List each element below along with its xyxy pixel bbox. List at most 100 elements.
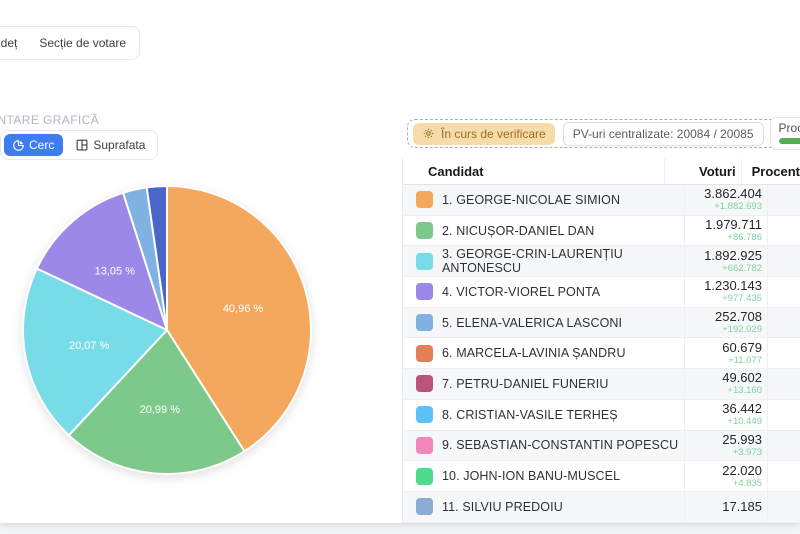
percent-cell (767, 338, 800, 369)
candidate-color-swatch (416, 283, 433, 301)
results-card: Județ Secție de votare REPREZENTARE GRAF… (0, 0, 800, 523)
votes-value: 1.979.711 (705, 217, 762, 233)
percent-cell (767, 307, 800, 338)
pie-slice[interactable] (67, 329, 246, 475)
candidate-row: 1. GEORGE-NICOLAE SIMION 3.862.404 +1.882.… (403, 185, 800, 216)
table-header-row: Candidat Voturi Procent (403, 158, 800, 185)
votes-delta: +4.835 (732, 477, 762, 489)
votes-delta: +10.449 (727, 416, 762, 428)
percent-progress-bar (778, 138, 800, 144)
votes-value: 25.993 (722, 431, 762, 447)
percent-cell (767, 369, 800, 399)
candidate-name: 4. VICTOR-VIOREL PONTA (442, 284, 601, 299)
candidate-row: 11. SILVIU PREDOIU 17.185 (403, 491, 800, 523)
toggle-cerc-label: Cerc (29, 138, 55, 152)
column-header-procent: Procent (740, 158, 800, 184)
votes-delta: +1.882.693 (714, 201, 762, 213)
votes-delta: +11.077 (728, 354, 762, 366)
candidate-color-swatch (416, 314, 433, 332)
percent-cell (767, 399, 800, 430)
candidate-color-swatch (416, 191, 433, 209)
graphic-section-title: REPREZENTARE GRAFICĂ (0, 113, 100, 127)
votes-value: 22.020 (722, 462, 762, 478)
votes-value: 1.892.925 (704, 247, 762, 263)
pie-slice[interactable] (145, 185, 168, 331)
filter-sectie-button[interactable]: Secție de votare (29, 30, 136, 56)
toggle-suprafata-button[interactable]: Suprafata (67, 134, 154, 156)
filter-judet-button[interactable]: Județ (0, 30, 27, 56)
candidate-name: 7. PETRU-DANIEL FUNERIU (442, 376, 609, 391)
chart-type-toggle: Cerc Suprafata (0, 130, 159, 160)
candidate-color-swatch (416, 467, 433, 485)
table-body: 1. GEORGE-NICOLAE SIMION 3.862.404 +1.882.… (403, 185, 800, 523)
candidate-row: 8. CRISTIAN-VASILE TERHEȘ 36.442 +10.449 (403, 399, 800, 431)
candidate-color-swatch (416, 436, 433, 454)
candidate-color-swatch (416, 344, 433, 362)
pie-slice-label: 20,99 % (140, 404, 181, 416)
percent-cell (767, 430, 800, 461)
candidate-color-swatch (416, 252, 433, 270)
column-header-candidat: Candidat (428, 163, 484, 179)
candidate-color-swatch (416, 498, 433, 516)
votes-delta: +662.782 (722, 262, 762, 274)
candidate-name: 9. SEBASTIAN-CONSTANTIN POPESCU (442, 438, 679, 453)
pie-slice-label: 40,96 % (223, 303, 264, 315)
votes-delta: +977.435 (722, 293, 762, 305)
candidate-name: 6. MARCELA-LAVINIA ȘANDRU (442, 346, 626, 361)
candidate-row: 7. PETRU-DANIEL FUNERIU 49.602 +13.160 (403, 369, 800, 400)
candidate-color-swatch (416, 222, 433, 240)
candidate-row: 6. MARCELA-LAVINIA ȘANDRU 60.679 +11.077 (403, 338, 800, 370)
verification-status-label: În curs de verificare (441, 126, 546, 141)
candidate-row: 3. GEORGE-CRIN-LAURENȚIU ANTONESCU 1.892.… (403, 246, 800, 278)
votes-value: 252.708 (715, 309, 762, 325)
candidate-color-swatch (416, 375, 433, 393)
candidate-row: 4. VICTOR-VIOREL PONTA 1.230.143 +977.435 (403, 277, 800, 308)
treemap-icon (76, 139, 88, 151)
candidate-name: 11. SILVIU PREDOIU (442, 499, 563, 514)
percent-cell (767, 215, 800, 246)
percent-label: Procent: 100,00 % (778, 121, 800, 135)
votes-value: 17.185 (722, 498, 762, 514)
votes-value: 60.679 (722, 339, 762, 355)
column-header-voturi: Voturi (663, 158, 741, 184)
candidate-name: 5. ELENA-VALERICA LASCONI (442, 315, 623, 330)
pie-chart-icon (13, 139, 24, 151)
percent-cell (767, 185, 800, 215)
pie-slice-label: 20,07 % (69, 340, 110, 352)
percent-cell (767, 461, 800, 491)
percent-cell (767, 246, 800, 277)
area-filter-group: Județ Secție de votare (0, 26, 141, 60)
votes-value: 36.442 (722, 401, 762, 417)
gear-icon (422, 127, 435, 140)
votes-delta: +192.029 (722, 324, 762, 336)
candidate-name: 1. GEORGE-NICOLAE SIMION (442, 192, 621, 207)
candidate-color-swatch (416, 406, 433, 424)
toggle-suprafata-label: Suprafata (93, 138, 146, 152)
candidate-row: 9. SEBASTIAN-CONSTANTIN POPESCU 25.993 +3.… (403, 430, 800, 462)
candidate-row: 5. ELENA-VALERICA LASCONI 252.708 +192.029 (403, 307, 800, 339)
votes-value: 3.862.404 (704, 186, 762, 202)
pie-chart: 40,96 % 20,99 % 20,07 % 13,05 % (21, 184, 313, 476)
votes-delta: +3.973 (732, 446, 762, 458)
percent-box: Procent: 100,00 % (769, 117, 800, 150)
candidates-table: Candidat Voturi Procent 1. GEORGE-NICOLA… (402, 158, 800, 523)
votes-delta: +13.160 (727, 385, 762, 397)
percent-cell (767, 491, 800, 522)
candidate-name: 2. NICUȘOR-DANIEL DAN (442, 223, 595, 238)
pie-slice[interactable] (22, 267, 168, 437)
candidate-row: 10. JOHN-ION BANU-MUSCEL 22.020 +4.835 (403, 461, 800, 492)
candidate-row: 2. NICUȘOR-DANIEL DAN 1.979.711 +86.786 (403, 215, 800, 247)
pie-slice-label: 13,05 % (95, 265, 136, 277)
pie-slice[interactable] (35, 191, 168, 331)
votes-delta: +86.786 (727, 232, 762, 244)
votes-value: 49.602 (722, 370, 762, 386)
pv-centralized-counter: PV-uri centralizate: 20084 / 20085 (562, 121, 764, 146)
candidate-name: 10. JOHN-ION BANU-MUSCEL (442, 469, 621, 484)
votes-value: 1.230.143 (704, 278, 762, 294)
toggle-cerc-button[interactable]: Cerc (4, 134, 64, 156)
centralization-status-bar: În curs de verificare PV-uri centralizat… (407, 117, 800, 150)
candidate-name: 3. GEORGE-CRIN-LAURENȚIU ANTONESCU (442, 247, 623, 276)
verification-status-badge: În curs de verificare (413, 122, 555, 145)
candidate-name: 8. CRISTIAN-VASILE TERHEȘ (442, 407, 618, 422)
percent-cell (767, 277, 800, 307)
